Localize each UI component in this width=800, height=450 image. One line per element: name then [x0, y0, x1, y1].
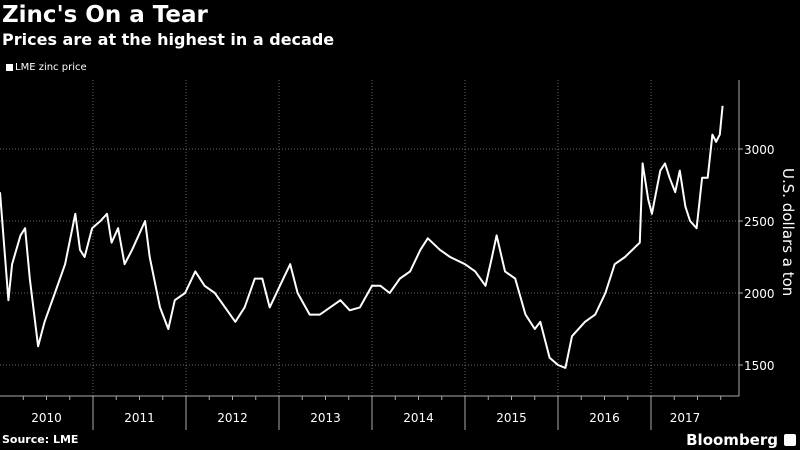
legend-swatch [6, 64, 13, 71]
x-tick-label: 2012 [217, 411, 248, 425]
y-tick-label: 2000 [744, 287, 775, 301]
x-tick-label: 2014 [403, 411, 434, 425]
series-line-lme-zinc-price [0, 105, 724, 369]
x-tick-label: 2016 [589, 411, 620, 425]
chart-title: Zinc's On a Tear [2, 2, 208, 28]
x-tick-label: 2013 [310, 411, 341, 425]
legend: LME zinc price [6, 61, 87, 74]
y-axis-label: U.S. dollars a ton [779, 168, 797, 296]
source-note: Source: LME [2, 433, 79, 446]
legend-label: LME zinc price [15, 62, 87, 73]
chart-subtitle: Prices are at the highest in a decade [2, 30, 335, 49]
x-tick-label: 2015 [496, 411, 527, 425]
y-tick-label: 3000 [744, 143, 775, 157]
x-tick-label: 2011 [124, 411, 155, 425]
y-tick-label: 1500 [744, 359, 775, 373]
x-tick-label: 2010 [31, 411, 62, 425]
x-tick-label: 2017 [670, 411, 701, 425]
y-tick-label: 2500 [744, 215, 775, 229]
brand-logo: Bloomberg [686, 431, 778, 449]
bloomberg-icon [784, 434, 796, 446]
